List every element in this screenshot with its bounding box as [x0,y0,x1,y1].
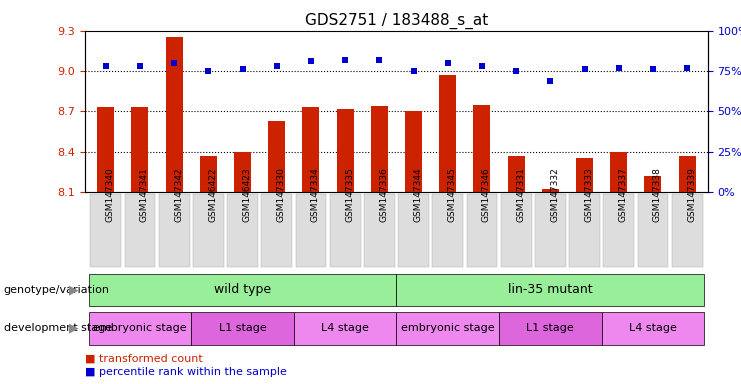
FancyBboxPatch shape [90,194,121,267]
Text: GSM147334: GSM147334 [311,167,320,222]
Text: embryonic stage: embryonic stage [93,323,187,333]
Text: GSM146422: GSM146422 [208,167,217,222]
Bar [302,107,319,192]
FancyBboxPatch shape [501,194,531,267]
Bar [131,107,148,192]
Text: L1 stage: L1 stage [526,323,574,333]
Text: GSM147342: GSM147342 [174,167,183,222]
Text: GSM147330: GSM147330 [276,167,286,222]
Bar [473,105,491,192]
Text: GSM147338: GSM147338 [653,167,662,222]
FancyBboxPatch shape [467,194,497,267]
Point [100,63,112,69]
Point [134,63,146,69]
Bar [439,75,456,192]
FancyBboxPatch shape [603,194,634,267]
FancyBboxPatch shape [364,194,395,267]
FancyBboxPatch shape [330,194,361,267]
Point [647,66,659,73]
FancyBboxPatch shape [89,312,191,344]
FancyBboxPatch shape [294,312,396,344]
Text: GSM147335: GSM147335 [345,167,354,222]
Text: GSM147336: GSM147336 [379,167,388,222]
Text: GSM147340: GSM147340 [106,167,115,222]
Text: wild type: wild type [214,283,271,296]
Text: embryonic stage: embryonic stage [401,323,494,333]
FancyBboxPatch shape [672,194,702,267]
Point [545,78,556,84]
Point [202,68,214,74]
Text: GSM147345: GSM147345 [448,167,456,222]
Bar [610,152,628,192]
Point [681,65,693,71]
Bar [268,121,285,192]
Text: GSM147339: GSM147339 [687,167,696,222]
Text: lin-35 mutant: lin-35 mutant [508,283,593,296]
Text: ▶: ▶ [70,322,79,335]
Bar [200,156,217,192]
Text: L1 stage: L1 stage [219,323,267,333]
Bar [405,111,422,192]
Text: ▶: ▶ [70,283,79,296]
Text: L4 stage: L4 stage [629,323,677,333]
Bar [576,159,593,192]
Bar [234,152,251,192]
FancyBboxPatch shape [499,312,602,344]
FancyBboxPatch shape [159,194,190,267]
Point [476,63,488,69]
Text: GSM147337: GSM147337 [619,167,628,222]
Text: GSM147341: GSM147341 [140,167,149,222]
FancyBboxPatch shape [535,194,565,267]
FancyBboxPatch shape [637,194,668,267]
FancyBboxPatch shape [396,274,704,306]
Bar [97,107,114,192]
Text: ■ transformed count: ■ transformed count [85,354,203,364]
Point [408,68,419,74]
Text: genotype/variation: genotype/variation [4,285,110,295]
FancyBboxPatch shape [89,274,396,306]
Text: GSM147332: GSM147332 [551,167,559,222]
Bar [508,156,525,192]
FancyBboxPatch shape [193,194,224,267]
Point [305,58,317,65]
FancyBboxPatch shape [398,194,429,267]
Bar [336,109,353,192]
FancyBboxPatch shape [227,194,258,267]
FancyBboxPatch shape [124,194,156,267]
Point [373,57,385,63]
Title: GDS2751 / 183488_s_at: GDS2751 / 183488_s_at [305,13,488,29]
FancyBboxPatch shape [191,312,294,344]
Text: ■ percentile rank within the sample: ■ percentile rank within the sample [85,367,287,377]
Point [168,60,180,66]
Point [613,65,625,71]
FancyBboxPatch shape [432,194,463,267]
Bar [679,156,696,192]
Text: GSM147333: GSM147333 [585,167,594,222]
Point [579,66,591,73]
Bar [645,176,662,192]
Point [270,63,282,69]
FancyBboxPatch shape [262,194,292,267]
Point [236,66,248,73]
FancyBboxPatch shape [569,194,600,267]
Text: GSM147331: GSM147331 [516,167,525,222]
Point [511,68,522,74]
FancyBboxPatch shape [602,312,704,344]
Text: GSM147346: GSM147346 [482,167,491,222]
Point [339,57,351,63]
Bar [542,189,559,192]
Text: development stage: development stage [4,323,112,333]
Point [442,60,453,66]
Text: L4 stage: L4 stage [321,323,369,333]
FancyBboxPatch shape [396,312,499,344]
Bar [165,38,183,192]
FancyBboxPatch shape [296,194,326,267]
Text: GSM147344: GSM147344 [413,167,422,222]
Bar [370,106,388,192]
Text: GSM146423: GSM146423 [242,167,251,222]
